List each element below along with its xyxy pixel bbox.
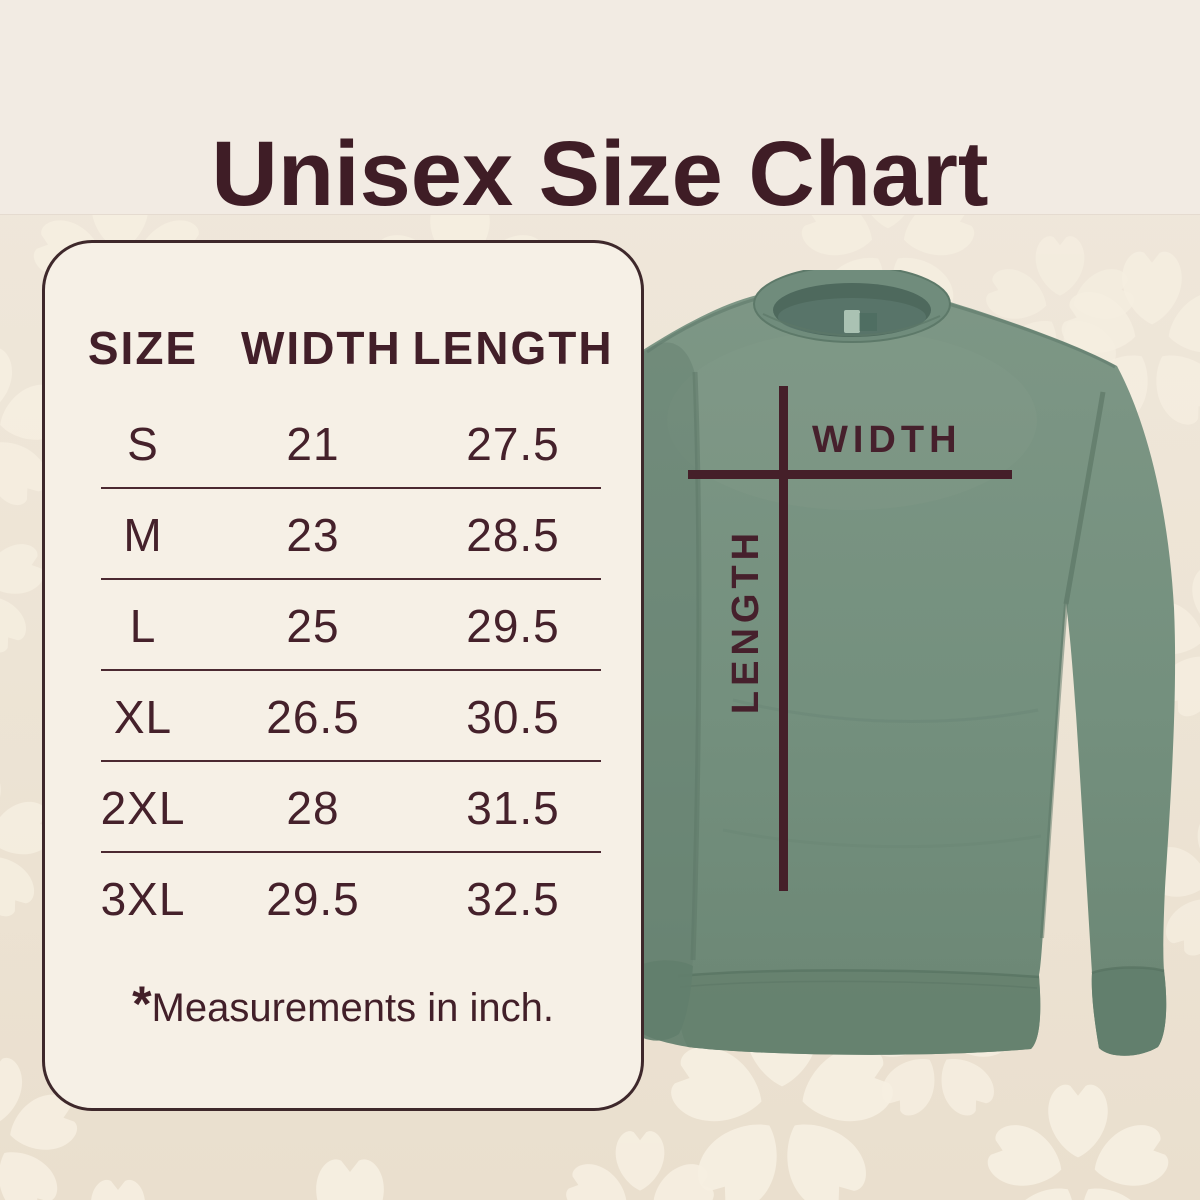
cell-size: XL <box>113 690 173 743</box>
cell-size: M <box>123 508 163 561</box>
width-label: WIDTH <box>812 419 962 461</box>
cell-length: 29.5 <box>466 599 560 652</box>
hem-ribbing <box>677 970 1041 1055</box>
cell-length: 30.5 <box>466 690 560 743</box>
cell-width: 28 <box>286 781 340 834</box>
size-table-body: S 21 27.5 M 23 28.5 L 25 29.5 XL 26.5 30… <box>45 398 641 944</box>
length-label: LENGTH <box>725 527 767 715</box>
table-row: M 23 28.5 <box>45 489 641 580</box>
cuff-ribbing <box>1091 967 1167 1056</box>
footnote-text: Measurements in inch. <box>151 986 554 1030</box>
cell-width: 29.5 <box>266 872 360 925</box>
cell-width: 21 <box>286 417 340 470</box>
table-row: L 25 29.5 <box>45 580 641 671</box>
page-title: Unisex Size Chart <box>211 122 989 225</box>
cell-width: 25 <box>286 599 340 652</box>
header-size: SIZE <box>87 322 199 374</box>
cell-size: 3XL <box>100 872 186 925</box>
cell-length: 32.5 <box>466 872 560 925</box>
cell-length: 31.5 <box>466 781 560 834</box>
cell-size: S <box>127 417 159 470</box>
table-row: 3XL 29.5 32.5 <box>45 853 641 944</box>
cell-length: 27.5 <box>466 417 560 470</box>
measurements-footnote: *Measurements in inch. <box>45 975 641 1033</box>
header-length: LENGTH <box>412 322 614 374</box>
table-row: 2XL 28 31.5 <box>45 762 641 853</box>
size-table-header: SIZE WIDTH LENGTH <box>45 321 641 375</box>
header-width: WIDTH <box>241 322 402 374</box>
size-chart-card: SIZE WIDTH LENGTH S 21 27.5 M 23 28.5 L … <box>42 240 644 1111</box>
width-annotation-line <box>688 470 1012 479</box>
sweatshirt-body <box>643 270 1176 1056</box>
cell-size: L <box>129 599 157 652</box>
asterisk-mark: * <box>132 976 152 1032</box>
title-band <box>0 0 1200 215</box>
cell-size: 2XL <box>100 781 186 834</box>
cell-length: 28.5 <box>466 508 560 561</box>
table-row: S 21 27.5 <box>45 398 641 489</box>
table-row: XL 26.5 30.5 <box>45 671 641 762</box>
sweatshirt-image <box>643 270 1176 1056</box>
cell-width: 23 <box>286 508 340 561</box>
cell-width: 26.5 <box>266 690 360 743</box>
neck-tag <box>844 310 860 333</box>
length-annotation-line <box>779 386 788 891</box>
